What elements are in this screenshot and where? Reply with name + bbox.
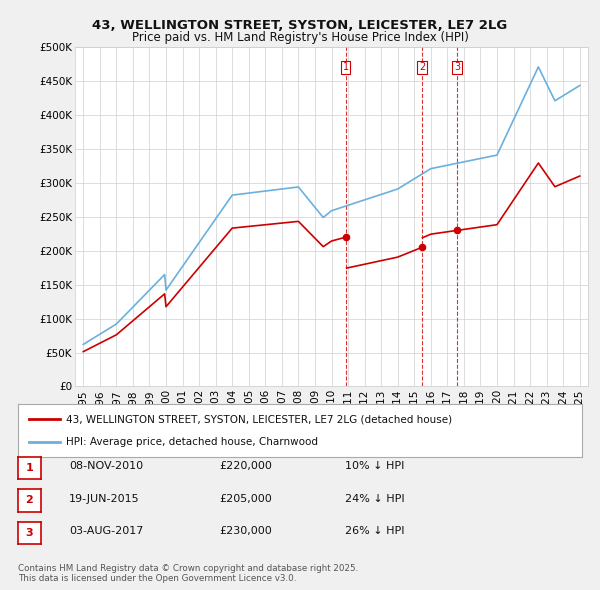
- Text: £230,000: £230,000: [219, 526, 272, 536]
- Text: 2: 2: [419, 63, 425, 73]
- Text: 19-JUN-2015: 19-JUN-2015: [69, 494, 140, 503]
- Point: [417, 242, 427, 252]
- Text: 10% ↓ HPI: 10% ↓ HPI: [345, 461, 404, 471]
- Text: 2: 2: [26, 496, 33, 505]
- Text: 1: 1: [343, 63, 349, 73]
- Point: [452, 226, 462, 235]
- Text: 08-NOV-2010: 08-NOV-2010: [69, 461, 143, 471]
- Text: 1: 1: [26, 463, 33, 473]
- Text: Price paid vs. HM Land Registry's House Price Index (HPI): Price paid vs. HM Land Registry's House …: [131, 31, 469, 44]
- Text: 3: 3: [26, 528, 33, 537]
- Text: £205,000: £205,000: [219, 494, 272, 503]
- Point: [341, 232, 350, 242]
- Text: HPI: Average price, detached house, Charnwood: HPI: Average price, detached house, Char…: [66, 437, 318, 447]
- Text: 24% ↓ HPI: 24% ↓ HPI: [345, 494, 404, 503]
- Text: 3: 3: [454, 63, 460, 73]
- Text: 03-AUG-2017: 03-AUG-2017: [69, 526, 143, 536]
- Text: 43, WELLINGTON STREET, SYSTON, LEICESTER, LE7 2LG (detached house): 43, WELLINGTON STREET, SYSTON, LEICESTER…: [66, 414, 452, 424]
- Text: 43, WELLINGTON STREET, SYSTON, LEICESTER, LE7 2LG: 43, WELLINGTON STREET, SYSTON, LEICESTER…: [92, 19, 508, 32]
- Text: 26% ↓ HPI: 26% ↓ HPI: [345, 526, 404, 536]
- Text: Contains HM Land Registry data © Crown copyright and database right 2025.
This d: Contains HM Land Registry data © Crown c…: [18, 563, 358, 583]
- Text: £220,000: £220,000: [219, 461, 272, 471]
